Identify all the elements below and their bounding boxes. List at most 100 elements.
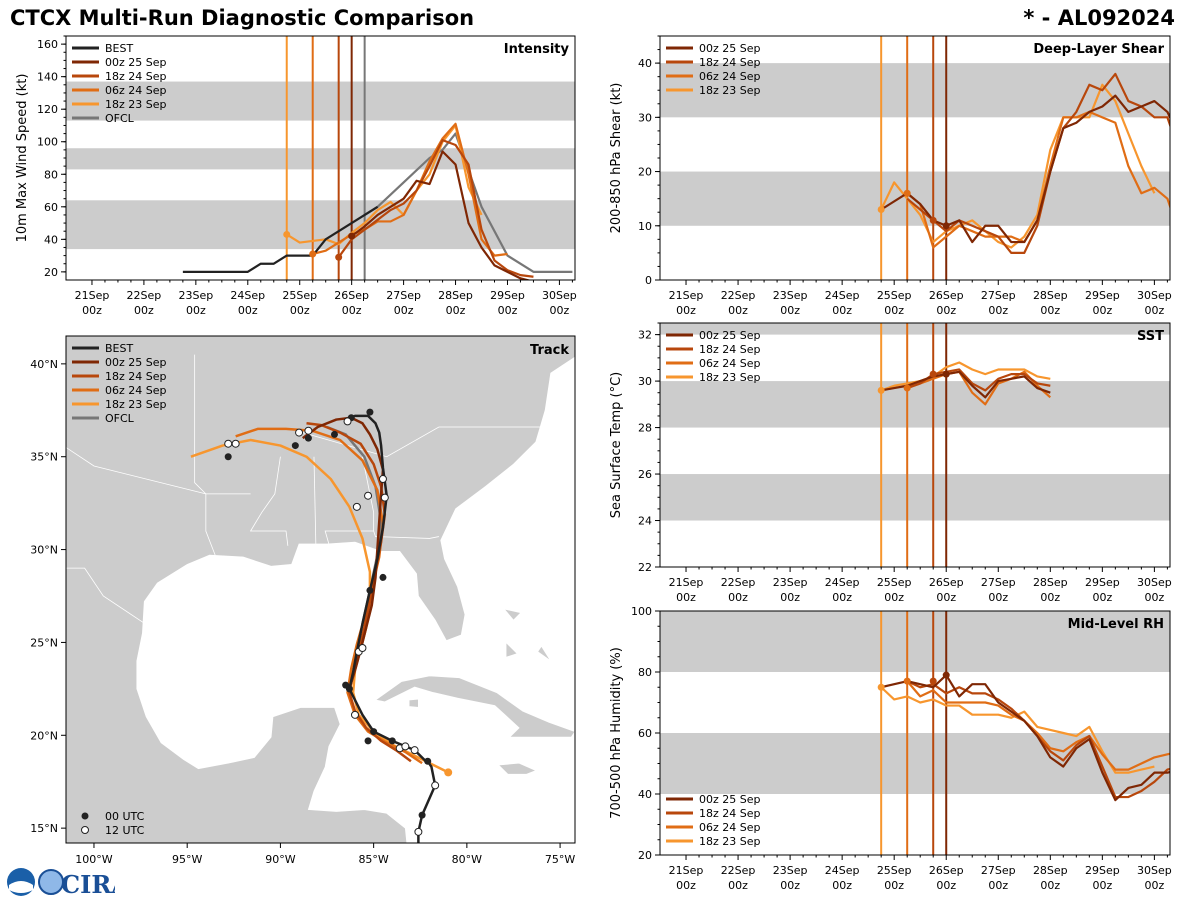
sst-ytick-label: 26 [638, 468, 652, 481]
rh-ytick-label: 100 [631, 605, 652, 618]
track-marker-legend-open [81, 826, 89, 834]
shear-init-marker [942, 222, 950, 230]
rh-legend-label: 00z 25 Sep [699, 793, 761, 806]
track-dot-00utc [224, 453, 232, 461]
shear-xtick-hour: 00z [1144, 304, 1164, 317]
border-state [313, 456, 317, 545]
rh-xtick-hour: 00z [988, 879, 1008, 892]
shear-xtick-day: 30Sep [1137, 289, 1172, 302]
track-dot-12utc [295, 428, 304, 437]
land-bahamas-2 [537, 645, 552, 662]
sst-xtick-day: 30Sep [1137, 576, 1172, 589]
track-xtick-label: 90°W [265, 853, 295, 866]
track-frame [65, 335, 576, 844]
rh-legend-label: 06z 24 Sep [699, 821, 761, 834]
shear-ytick-label: 30 [638, 111, 652, 124]
sst-ytick-label: 22 [638, 561, 652, 574]
shear-init-marker [903, 189, 911, 197]
intensity-xtick-day: 28Sep [438, 289, 473, 302]
shear-ytick-label: 40 [638, 57, 652, 70]
shear-xtick-day: 23Sep [773, 289, 808, 302]
globe-icon [38, 869, 64, 895]
intensity-xtick-day: 21Sep [75, 289, 110, 302]
track-dot-12utc [378, 475, 387, 483]
sst-init-marker [942, 370, 950, 378]
intensity-xtick-hour: 00z [186, 304, 206, 317]
sst-ytick-label: 32 [638, 329, 652, 342]
sst-ytick-label: 24 [638, 515, 652, 528]
intensity-band-2 [66, 81, 575, 121]
track-ytick-label: 35°N [30, 451, 58, 464]
rh-init-marker [929, 677, 937, 685]
track-dot-12utc [414, 827, 423, 836]
intensity-ytick-label: 160 [37, 38, 58, 51]
track-dot-00utc [379, 573, 387, 581]
land-mainland [66, 336, 575, 843]
shear-ytick-label: 0 [645, 274, 652, 287]
rh-series-line [906, 680, 1170, 771]
intensity-series-line [182, 205, 379, 273]
track-xtick-label: 80°W [452, 853, 482, 866]
border-state [66, 446, 251, 495]
rh-ytick-label: 20 [638, 849, 652, 862]
intensity-xtick-hour: 00z [446, 304, 466, 317]
track-start-marker [444, 768, 453, 777]
sst-legend-label: 18z 24 Sep [699, 343, 761, 356]
sst-xtick-hour: 00z [1040, 591, 1060, 604]
shear-xtick-day: 22Sep [721, 289, 756, 302]
land-isle-of-youth [408, 698, 419, 708]
land-cuba [374, 675, 575, 738]
rh-xtick-hour: 00z [1144, 879, 1164, 892]
intensity-ytick-label: 140 [37, 71, 58, 84]
rh-xtick-hour: 00z [676, 879, 696, 892]
track-line [345, 414, 437, 843]
track-line [306, 422, 412, 763]
track-xtick-label: 85°W [358, 853, 388, 866]
rh-init-marker [942, 671, 950, 679]
sst-plot-area [660, 323, 1170, 567]
shear-xtick-hour: 00z [884, 304, 904, 317]
rh-xtick-hour: 00z [936, 879, 956, 892]
rh-xtick-day: 26Sep [929, 864, 964, 877]
rh-legend-label: 18z 23 Sep [699, 835, 761, 848]
land-bahamas-1 [505, 641, 518, 658]
intensity-band-0 [66, 200, 575, 250]
cira-logo-text: CIRA [61, 870, 115, 898]
sst-ylabel: Sea Surface Temp (°C) [609, 372, 624, 519]
rh-plot-area [660, 611, 1170, 855]
track-dot-00utc [330, 430, 338, 438]
intensity-series-line [312, 122, 508, 257]
sst-init-marker [929, 370, 937, 378]
track-dot-00utc [418, 811, 426, 819]
land-bahamas-0 [503, 608, 522, 621]
cira-logo: CIRA [7, 868, 115, 898]
sst-xtick-hour: 00z [1144, 591, 1164, 604]
sst-xtick-day: 26Sep [929, 576, 964, 589]
shear-xtick-hour: 00z [728, 304, 748, 317]
shear-xtick-day: 28Sep [1033, 289, 1068, 302]
rh-band-1 [660, 611, 1170, 672]
track-dot-00utc [415, 847, 422, 854]
intensity-ytick-label: 80 [44, 168, 58, 181]
rh-xtick-day: 23Sep [773, 864, 808, 877]
intensity-xtick-hour: 00z [394, 304, 414, 317]
intensity-series-line [337, 139, 534, 278]
intensity-xtick-hour: 00z [498, 304, 518, 317]
rh-xtick-day: 30Sep [1137, 864, 1172, 877]
track-ytick-label: 25°N [30, 636, 58, 649]
track-ytick-label: 30°N [30, 544, 58, 557]
intensity-legend-label: BEST [105, 42, 133, 55]
sst-xtick-day: 27Sep [981, 576, 1016, 589]
sst-xtick-hour: 00z [780, 591, 800, 604]
shear-title: Deep-Layer Shear [1033, 42, 1164, 57]
shear-xtick-hour: 00z [936, 304, 956, 317]
shear-xtick-day: 24Sep [825, 289, 860, 302]
rh-xtick-hour: 00z [728, 879, 748, 892]
track-dot-12utc [364, 491, 373, 500]
sst-panel: 22 24 26 28 30 32 21Sep 00z 22Sep 00z 23Sep 00z 24Se… [609, 322, 1172, 604]
shear-init-marker [877, 206, 885, 214]
shear-legend-label: 00z 25 Sep [699, 42, 761, 55]
sst-series-line [880, 361, 1051, 392]
sst-xtick-day: 23Sep [773, 576, 808, 589]
rh-init-marker [903, 677, 911, 685]
